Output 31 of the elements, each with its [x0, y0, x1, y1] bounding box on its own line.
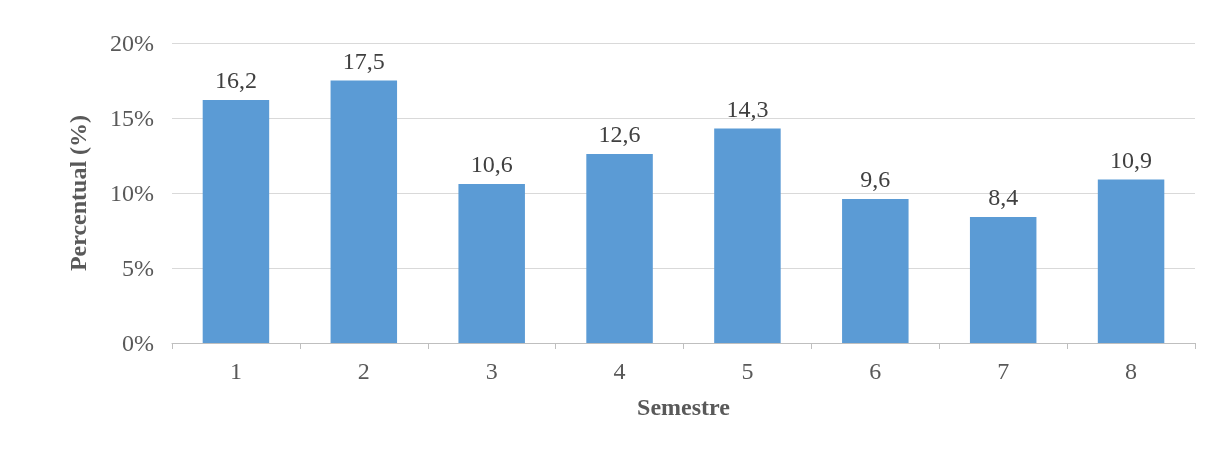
y-tick-label: 5%	[122, 255, 154, 281]
x-tick-label: 6	[869, 358, 882, 384]
x-tick-label: 1	[229, 358, 242, 384]
bar	[458, 184, 525, 343]
x-tick-label: 3	[485, 358, 498, 384]
bar	[586, 154, 653, 343]
bar	[969, 217, 1037, 343]
x-tick-label: 4	[613, 358, 626, 384]
bar	[202, 100, 270, 343]
bar	[1097, 179, 1165, 343]
data-label: 10,9	[1110, 146, 1153, 173]
x-axis-title: Semestre	[637, 394, 731, 420]
x-tick-label: 5	[741, 358, 754, 384]
bar	[714, 128, 781, 343]
x-tick-label: 8	[1125, 358, 1138, 384]
y-tick-label: 10%	[110, 180, 154, 206]
data-label: 9,6	[860, 166, 891, 192]
data-label: 16,2	[214, 67, 257, 93]
y-tick-label: 20%	[110, 30, 154, 56]
data-label: 17,5	[342, 47, 385, 74]
bar	[842, 199, 909, 343]
data-label: 14,3	[726, 95, 769, 122]
data-label: 12,6	[598, 121, 641, 147]
data-label: 10,6	[470, 151, 513, 177]
bar	[330, 80, 398, 343]
y-axis-title: Percentual (%)	[65, 114, 91, 272]
x-tick-label: 2	[357, 358, 370, 384]
y-tick-label: 0%	[122, 330, 154, 356]
data-label: 8,4	[988, 184, 1019, 210]
y-tick-label: 15%	[110, 105, 154, 131]
x-tick-label: 7	[997, 358, 1010, 384]
